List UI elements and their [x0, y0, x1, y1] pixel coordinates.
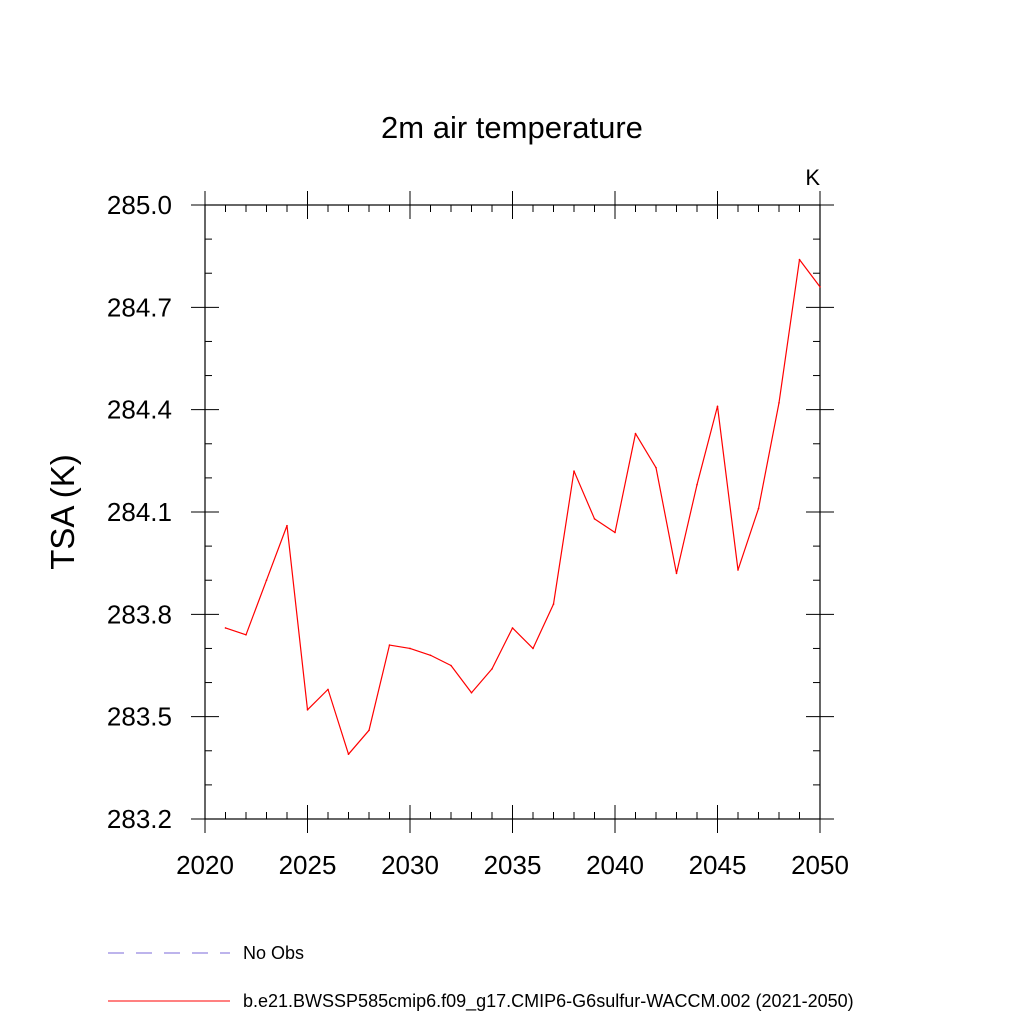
data-point [450, 664, 452, 667]
data-point [552, 603, 555, 605]
data-point [614, 531, 616, 534]
chart-title: 2m air temperature [381, 110, 643, 145]
data-point [327, 688, 329, 691]
legend-label: b.e21.BWSSP585cmip6.f09_g17.CMIP6-G6sulf… [243, 991, 854, 1012]
data-point [819, 286, 821, 288]
x-tick-label: 2035 [484, 850, 542, 880]
y-tick-label: 283.5 [107, 702, 172, 732]
legend-label: No Obs [243, 943, 304, 963]
data-point [696, 483, 698, 486]
x-tick-label: 2045 [689, 850, 747, 880]
data-point [675, 572, 678, 575]
data-point [573, 470, 575, 472]
x-tick-label: 2020 [176, 850, 234, 880]
data-point [368, 729, 370, 732]
x-tick-label: 2030 [381, 850, 439, 880]
y-tick-label: 285.0 [107, 190, 172, 220]
series-layer [224, 258, 821, 755]
axis-ticks: 2020 2025 2030 2035 2040 2045 2050 283.2 283.5 28… [107, 190, 849, 880]
data-point [347, 753, 350, 755]
x-tick-label: 2025 [279, 850, 337, 880]
data-point [593, 518, 596, 520]
data-point [286, 524, 288, 527]
data-point [634, 432, 637, 435]
data-point [470, 691, 473, 694]
y-tick-label: 283.8 [107, 599, 172, 629]
data-point [409, 647, 411, 650]
data-point [245, 634, 247, 636]
y-tick-label: 284.4 [107, 395, 172, 425]
data-point [655, 466, 657, 469]
data-point [265, 579, 268, 582]
data-point [716, 405, 719, 408]
y-tick-label: 283.2 [107, 804, 172, 834]
plot-frame [204, 204, 821, 820]
x-tick-label: 2040 [586, 850, 644, 880]
series-line [225, 258, 821, 755]
data-point [798, 258, 801, 261]
data-point [757, 507, 760, 510]
legend: No Obs b.e21.BWSSP585cmip6.f09_g17.CMIP6-… [108, 943, 854, 1012]
data-point [306, 709, 309, 711]
data-point [429, 654, 432, 657]
data-point [491, 668, 493, 670]
y-tick-label: 284.7 [107, 292, 172, 322]
data-point [511, 627, 514, 629]
data-point [224, 627, 227, 629]
y-tick-label: 284.1 [107, 497, 172, 527]
data-point [737, 569, 739, 571]
data-point [778, 402, 780, 404]
units-label: K [805, 165, 820, 190]
x-tick-label: 2050 [791, 850, 849, 880]
data-point [388, 644, 391, 646]
y-axis-label: TSA (K) [44, 454, 81, 570]
data-point [532, 647, 534, 650]
